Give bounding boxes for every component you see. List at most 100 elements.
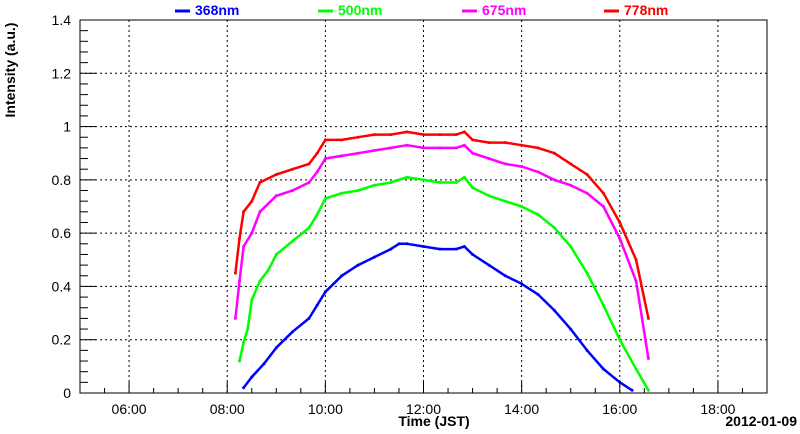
data-point-675nm (307, 181, 311, 184)
y-tick-label: 0.8 (52, 172, 72, 188)
data-point-778nm (601, 191, 605, 195)
data-point-368nm (307, 316, 311, 320)
data-point-778nm (307, 162, 311, 166)
data-point-368nm (422, 245, 425, 248)
data-point-500nm (242, 340, 246, 344)
y-tick-label: 1.2 (52, 65, 72, 81)
data-point-368nm (569, 327, 573, 331)
data-point-778nm (238, 237, 241, 240)
axes: 06:00 08:00 10:00 12:00 14:00 16:00 18:00 0 0.2 0… (52, 12, 743, 417)
data-point-675nm (233, 316, 237, 320)
data-point-778nm (274, 173, 278, 176)
data-point-368nm (601, 367, 605, 371)
data-point-778nm (618, 221, 622, 224)
data-point-778nm (585, 173, 589, 176)
data-point-500nm (266, 268, 270, 272)
data-point-500nm (520, 205, 524, 208)
data-point-500nm (422, 178, 425, 182)
data-point-675nm (250, 231, 254, 235)
data-point-500nm (536, 213, 540, 216)
data-point-500nm (274, 253, 278, 256)
data-point-778nm (323, 138, 327, 142)
data-point-500nm (503, 199, 507, 203)
data-point-500nm (291, 239, 295, 243)
data-point-675nm (274, 194, 278, 198)
data-point-675nm (340, 154, 344, 158)
x-tick-label: 18:00 (700, 401, 735, 417)
data-point-778nm (389, 133, 393, 137)
data-point-675nm (471, 151, 475, 155)
data-point-778nm (487, 141, 491, 145)
data-point-368nm (585, 348, 589, 352)
data-point-368nm (536, 292, 540, 296)
y-tick-label: 1.4 (52, 12, 72, 28)
data-point-500nm (471, 186, 475, 190)
data-point-778nm (646, 316, 650, 320)
data-point-675nm (422, 146, 425, 150)
data-point-675nm (238, 279, 241, 283)
x-tick-label: 10:00 (308, 401, 343, 417)
data-point-778nm (454, 133, 458, 137)
data-point-368nm (552, 308, 556, 312)
data-point-500nm (487, 194, 491, 198)
data-point-778nm (569, 162, 573, 166)
data-point-778nm (250, 199, 254, 203)
data-point-368nm (242, 386, 246, 390)
data-point-778nm (372, 133, 376, 137)
data-point-778nm (340, 138, 344, 142)
data-point-675nm (634, 279, 638, 283)
data-point-778nm (233, 271, 237, 275)
data-point-778nm (356, 135, 360, 139)
legend-label: 675nm (482, 2, 526, 18)
x-tick-label: 12:00 (406, 401, 441, 417)
y-tick-label: 0 (63, 385, 71, 401)
data-point-500nm (569, 245, 573, 248)
data-point-500nm (462, 175, 466, 179)
data-point-500nm (315, 213, 319, 216)
data-point-778nm (462, 130, 466, 134)
data-point-500nm (238, 359, 241, 363)
data-point-368nm (438, 247, 442, 251)
data-point-500nm (340, 191, 344, 195)
data-point-368nm (462, 245, 466, 248)
data-point-368nm (454, 247, 458, 251)
data-point-368nm (274, 346, 278, 350)
data-point-675nm (569, 183, 573, 187)
x-axis-title: Time (JST) (398, 413, 469, 429)
data-point-500nm (585, 271, 589, 275)
data-point-368nm (397, 242, 401, 246)
data-point-778nm (634, 258, 638, 262)
data-point-368nm (340, 274, 344, 278)
data-point-675nm (601, 205, 605, 208)
data-point-368nm (323, 290, 327, 294)
data-point-675nm (454, 146, 458, 150)
data-point-368nm (503, 274, 507, 278)
data-point-500nm (258, 279, 262, 283)
y-tick-label: 0.2 (52, 332, 72, 348)
data-point-675nm (462, 143, 466, 147)
data-point-500nm (552, 226, 556, 230)
data-point-368nm (250, 375, 254, 379)
data-point-675nm (536, 170, 540, 174)
x-tick-label: 08:00 (210, 401, 245, 417)
x-tick-label: 14:00 (504, 401, 539, 417)
data-point-500nm (438, 181, 442, 184)
data-point-500nm (356, 189, 360, 192)
data-point-500nm (246, 327, 250, 331)
data-point-675nm (315, 170, 319, 174)
data-point-368nm (389, 247, 393, 251)
data-point-368nm (372, 255, 376, 259)
data-point-500nm (389, 181, 393, 184)
data-point-368nm (315, 303, 319, 307)
data-point-368nm (262, 362, 266, 366)
legend-label: 778nm (624, 2, 668, 18)
data-point-500nm (323, 197, 327, 200)
data-point-778nm (503, 141, 507, 145)
data-point-500nm (634, 367, 638, 371)
series-line-500nm (238, 175, 650, 391)
series-layer (233, 130, 650, 392)
data-point-675nm (389, 146, 393, 150)
legend: 368nm 500nm 675nm 778nm (175, 2, 668, 18)
data-point-500nm (618, 338, 622, 342)
